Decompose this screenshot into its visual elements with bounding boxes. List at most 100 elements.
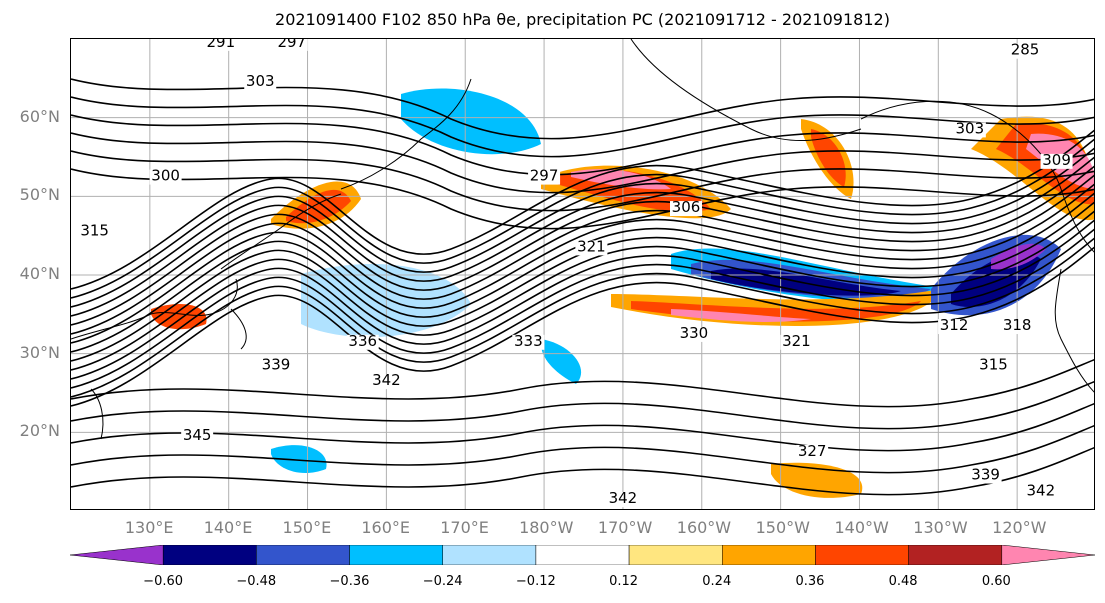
longitude-label: 140°W: [834, 518, 889, 537]
theta-e-contour: [71, 380, 1094, 430]
contour-label-bg: [796, 444, 829, 460]
theta-e-contour: [71, 219, 1094, 380]
theta-e-contour: [71, 129, 1094, 290]
contour-label-bg: [512, 334, 545, 350]
contour-label: 312: [940, 316, 969, 334]
contour-label-bg: [528, 169, 561, 185]
graticule: [71, 39, 1094, 509]
contour-label-bg: [370, 374, 403, 390]
coastline: [90, 388, 104, 440]
contour-label-bg: [1024, 484, 1057, 500]
coastline: [340, 78, 472, 190]
colorbar-tick-label: −0.60: [143, 574, 184, 589]
contour-label: 285: [1011, 41, 1040, 59]
longitude-label: 120°W: [992, 518, 1047, 537]
colorbar: [70, 545, 1095, 565]
latitude-label: 50°N: [19, 185, 60, 205]
theta-e-contour: [71, 138, 1094, 299]
contour-label-bg: [677, 326, 710, 342]
theta-e-contour: [71, 237, 1094, 398]
latitude-label: 20°N: [19, 421, 60, 441]
contour-label: 315: [979, 355, 1008, 373]
colorbar-swatch: [535, 545, 630, 565]
latitude-label: 60°N: [19, 106, 60, 126]
colorbar-swatch: [1001, 545, 1095, 565]
contour-label-bg: [670, 201, 702, 217]
theta-e-contour: [71, 201, 1094, 362]
contour-label: 342: [1026, 481, 1055, 499]
theta-e-contour: [71, 192, 1094, 353]
theta-e-contour: [71, 246, 1094, 407]
latitude-label: 40°N: [19, 264, 60, 283]
longitude-label: 140°E: [203, 518, 253, 537]
precip-anomaly-area: [286, 189, 351, 224]
colorbar-swatch: [349, 545, 443, 565]
colorbar-swatch: [256, 545, 350, 565]
longitude-label: 130°E: [124, 518, 174, 537]
contour-label-bg: [938, 319, 971, 335]
contour-label-bg: [1009, 43, 1042, 59]
longitude-label: 160°E: [361, 518, 411, 537]
longitude-label: 180°W: [519, 518, 574, 537]
theta-e-contours: [71, 78, 1094, 496]
colorbar-tick-label: 0.60: [981, 574, 1011, 589]
colorbar-tick-label: −0.36: [329, 574, 370, 589]
contour-label: 321: [782, 332, 811, 350]
coastline: [230, 308, 247, 350]
contour-label: 321: [577, 237, 606, 255]
colorbar-tick-label: 0.24: [702, 574, 732, 589]
contour-label: 339: [971, 466, 1000, 484]
contour-label-bg: [575, 240, 608, 256]
contour-label: 303: [246, 72, 275, 90]
longitude-label: 130°W: [913, 518, 968, 537]
contour-label: 309: [1042, 151, 1071, 169]
contour-label: 297: [277, 39, 306, 51]
contour-label-bg: [204, 39, 237, 51]
theta-e-contour: [71, 174, 1094, 335]
theta-e-contour: [71, 156, 1094, 317]
precip-anomaly-area: [991, 243, 1046, 270]
contour-label: 315: [80, 222, 109, 240]
coastline: [1054, 268, 1094, 393]
contour-label: 318: [1003, 316, 1032, 334]
contour-label-bg: [181, 429, 214, 445]
theta-e-contour: [71, 402, 1094, 452]
contour-label-bg: [780, 334, 813, 350]
theta-e-contour: [71, 446, 1094, 496]
latitude-label: 30°N: [19, 342, 60, 362]
precip-anomaly-area: [771, 462, 863, 498]
contour-label-bg: [78, 224, 111, 240]
colorbar-tick-label: −0.48: [236, 574, 277, 589]
contour-label: 333: [514, 332, 543, 350]
contour-label: 342: [609, 489, 638, 507]
theta-e-contour: [71, 183, 1094, 344]
colorbar-tick-label: −0.24: [422, 574, 463, 589]
colorbar-swatch: [162, 545, 257, 565]
contour-label: 297: [530, 167, 559, 185]
coastlines: [71, 39, 1094, 440]
contour-label-bg: [275, 39, 308, 51]
contour-label: 306: [672, 198, 701, 216]
contour-label: 330: [680, 324, 709, 342]
contour-label: 300: [151, 167, 180, 185]
contour-label: 303: [956, 119, 985, 137]
map-title: 2021091400 F102 850 hPa θe, precipitatio…: [275, 10, 890, 29]
map-panel: 291 297 303 300 297 306 321 336 333 330 321 339 342 3…: [70, 38, 1095, 510]
theta-e-contour: [71, 96, 1094, 158]
contour-label-bg: [260, 358, 292, 374]
theta-e-contour: [71, 150, 1094, 212]
colorbar-tick-label: 0.12: [609, 574, 639, 589]
theta-e-contour: [71, 424, 1094, 474]
colorbar-swatch: [815, 545, 909, 565]
colorbar-swatch: [628, 545, 723, 565]
longitude-label: 150°E: [282, 518, 332, 537]
contour-label-bg: [977, 358, 1010, 374]
longitude-label: 150°W: [755, 518, 810, 537]
contour-label-bg: [969, 468, 1002, 484]
coastline: [630, 39, 862, 141]
theta-e-contour: [71, 114, 1094, 176]
precip-anomaly-area: [271, 445, 327, 474]
theta-e-contour: [71, 168, 1094, 230]
longitude-label: 170°W: [597, 518, 653, 537]
precip-anomaly-area: [671, 309, 811, 322]
